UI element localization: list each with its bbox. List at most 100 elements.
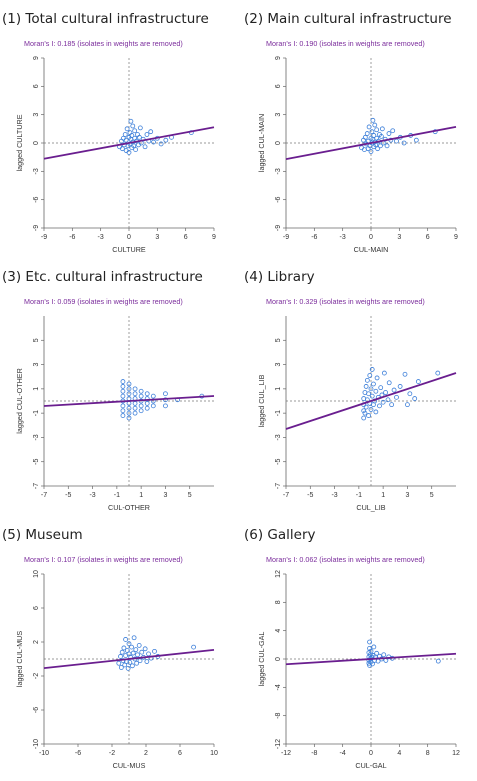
y-tick-label: -6 bbox=[275, 196, 282, 202]
data-point bbox=[369, 129, 375, 135]
data-point bbox=[373, 388, 379, 394]
data-point bbox=[133, 647, 139, 653]
y-tick-label: -5 bbox=[33, 459, 40, 465]
data-point bbox=[375, 146, 381, 152]
moran-scatter-plot: Moran's I: 0.107 (isolates in weights ar… bbox=[15, 555, 218, 770]
y-tick-label: -5 bbox=[275, 459, 282, 465]
y-tick-label: 3 bbox=[33, 363, 40, 367]
x-tick-label: 5 bbox=[430, 492, 434, 499]
data-point bbox=[138, 408, 144, 414]
chart-title: (4) Library bbox=[244, 269, 315, 285]
data-point bbox=[386, 131, 392, 136]
regression-line bbox=[285, 125, 457, 161]
x-tick-label: 1 bbox=[381, 492, 385, 499]
data-point bbox=[384, 143, 390, 149]
moran-scatter-plot: Moran's I: 0.329 (isolates in weights ar… bbox=[257, 297, 457, 512]
data-point bbox=[402, 371, 408, 377]
data-point bbox=[401, 140, 407, 146]
data-point bbox=[415, 379, 421, 384]
x-tick-label: -6 bbox=[75, 750, 81, 757]
moran-scatter-plot: Moran's I: 0.059 (isolates in weights ar… bbox=[15, 297, 215, 512]
regression-line bbox=[285, 652, 457, 666]
data-point bbox=[407, 391, 413, 397]
x-tick-label: -8 bbox=[311, 750, 317, 757]
morans-i-label: Moran's I: 0.190 (isolates in weights ar… bbox=[266, 39, 425, 48]
data-point bbox=[148, 129, 154, 135]
data-point bbox=[124, 126, 130, 132]
data-point bbox=[137, 125, 143, 131]
y-tick-label: -8 bbox=[275, 712, 282, 718]
data-point bbox=[394, 394, 399, 400]
data-point bbox=[130, 123, 136, 129]
y-axis-label: lagged CUL-GAL bbox=[257, 632, 266, 687]
x-tick-label: -4 bbox=[340, 750, 346, 757]
data-point bbox=[120, 388, 126, 394]
x-tick-label: -9 bbox=[41, 234, 47, 241]
data-point bbox=[144, 132, 150, 137]
data-point bbox=[126, 410, 132, 416]
data-point bbox=[370, 117, 376, 123]
data-point bbox=[122, 132, 128, 137]
data-point bbox=[123, 637, 128, 642]
data-point bbox=[378, 143, 383, 149]
data-point bbox=[367, 373, 373, 378]
data-point bbox=[126, 381, 132, 387]
moran-scatter-plot: Moran's I: 0.190 (isolates in weights ar… bbox=[257, 39, 458, 254]
y-tick-label: -9 bbox=[33, 225, 40, 231]
data-point bbox=[136, 643, 142, 648]
y-tick-label: -2 bbox=[33, 673, 40, 679]
x-tick-label: 0 bbox=[369, 750, 373, 757]
y-tick-label: 6 bbox=[33, 84, 40, 88]
x-tick-label: 0 bbox=[369, 234, 373, 241]
x-tick-label: 10 bbox=[210, 750, 218, 757]
y-tick-label: 1 bbox=[33, 387, 40, 391]
data-point bbox=[131, 635, 137, 641]
data-point bbox=[367, 639, 372, 645]
data-point bbox=[413, 137, 419, 143]
data-point bbox=[120, 384, 126, 389]
data-point bbox=[362, 410, 368, 416]
y-axis-label: lagged CULTURE bbox=[15, 114, 24, 171]
y-tick-label: 0 bbox=[33, 141, 40, 145]
data-point bbox=[361, 408, 367, 414]
data-point bbox=[120, 403, 126, 409]
data-point bbox=[150, 393, 156, 399]
data-point bbox=[144, 391, 150, 397]
data-point bbox=[374, 127, 380, 133]
data-point bbox=[130, 650, 136, 656]
x-axis-label: CUL_LIB bbox=[356, 503, 385, 512]
x-tick-label: 9 bbox=[454, 234, 458, 241]
y-tick-label: -1 bbox=[275, 410, 282, 416]
data-point bbox=[372, 122, 378, 128]
y-tick-label: -12 bbox=[275, 739, 282, 749]
y-tick-label: -3 bbox=[275, 168, 282, 174]
x-tick-label: -6 bbox=[69, 234, 75, 241]
x-tick-label: 3 bbox=[397, 234, 401, 241]
y-axis-label: lagged CUL-OTHER bbox=[15, 368, 24, 434]
x-tick-label: -3 bbox=[331, 492, 337, 499]
data-point bbox=[366, 413, 371, 418]
x-tick-label: -3 bbox=[340, 234, 346, 241]
data-point bbox=[118, 654, 123, 659]
data-point bbox=[391, 387, 397, 393]
x-tick-label: -3 bbox=[89, 492, 95, 499]
x-tick-label: 0 bbox=[127, 234, 131, 241]
y-tick-label: 8 bbox=[275, 600, 282, 604]
data-point bbox=[374, 375, 380, 381]
data-point bbox=[367, 645, 372, 651]
y-tick-label: 10 bbox=[33, 570, 40, 578]
data-point bbox=[126, 391, 132, 397]
x-tick-label: 5 bbox=[188, 492, 192, 499]
data-point bbox=[136, 134, 142, 140]
y-tick-label: -1 bbox=[33, 410, 40, 416]
y-tick-label: 0 bbox=[275, 141, 282, 145]
chart-title: (2) Main cultural infrastructure bbox=[244, 11, 452, 27]
data-point bbox=[123, 137, 129, 143]
data-point bbox=[435, 370, 441, 376]
data-point bbox=[132, 386, 138, 392]
y-tick-label: -6 bbox=[33, 196, 40, 202]
data-point bbox=[361, 415, 367, 421]
y-tick-label: 0 bbox=[275, 657, 282, 661]
data-point bbox=[363, 384, 369, 389]
data-point bbox=[152, 648, 157, 654]
